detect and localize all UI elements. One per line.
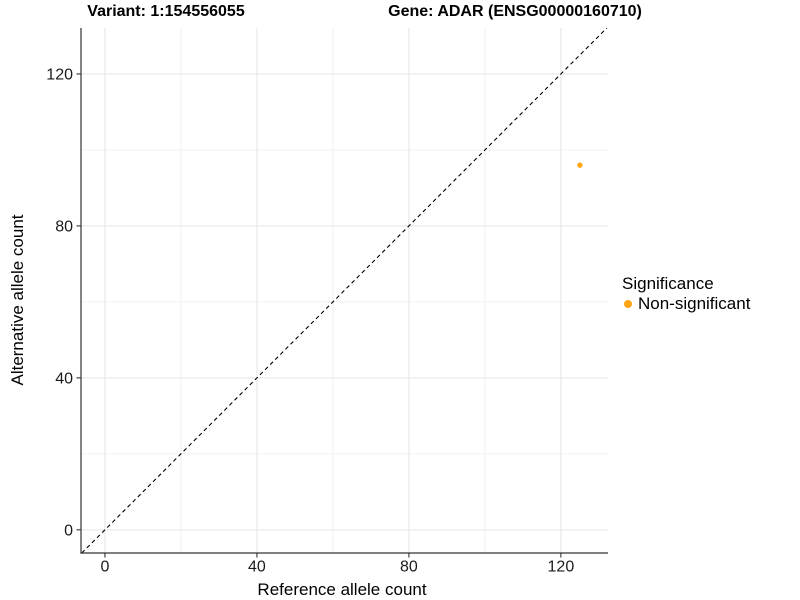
x-tick-label: 0	[100, 559, 109, 576]
x-tick-label: 120	[548, 559, 575, 576]
legend: Significance Non-significant	[622, 274, 750, 313]
y-tick-label: 40	[55, 370, 73, 387]
x-tick-label: 80	[400, 559, 418, 576]
legend-item-non-significant: Non-significant	[622, 294, 750, 313]
legend-item-label: Non-significant	[638, 294, 751, 313]
y-tick-label: 0	[64, 522, 73, 539]
identity-reference-line	[81, 27, 608, 554]
y-tick-label: 120	[46, 66, 73, 83]
data-point	[577, 162, 583, 168]
legend-title: Significance	[622, 274, 714, 293]
x-tick-label: 40	[248, 559, 266, 576]
plot-title-variant: Variant: 1:154556055	[87, 3, 245, 20]
y-axis-title: Alternative allele count	[8, 214, 27, 386]
x-axis-title: Reference allele count	[257, 580, 427, 599]
legend-point-icon	[624, 299, 632, 308]
plot-title-gene: Gene: ADAR (ENSG00000160710)	[388, 3, 642, 20]
y-tick-label: 80	[55, 218, 73, 235]
